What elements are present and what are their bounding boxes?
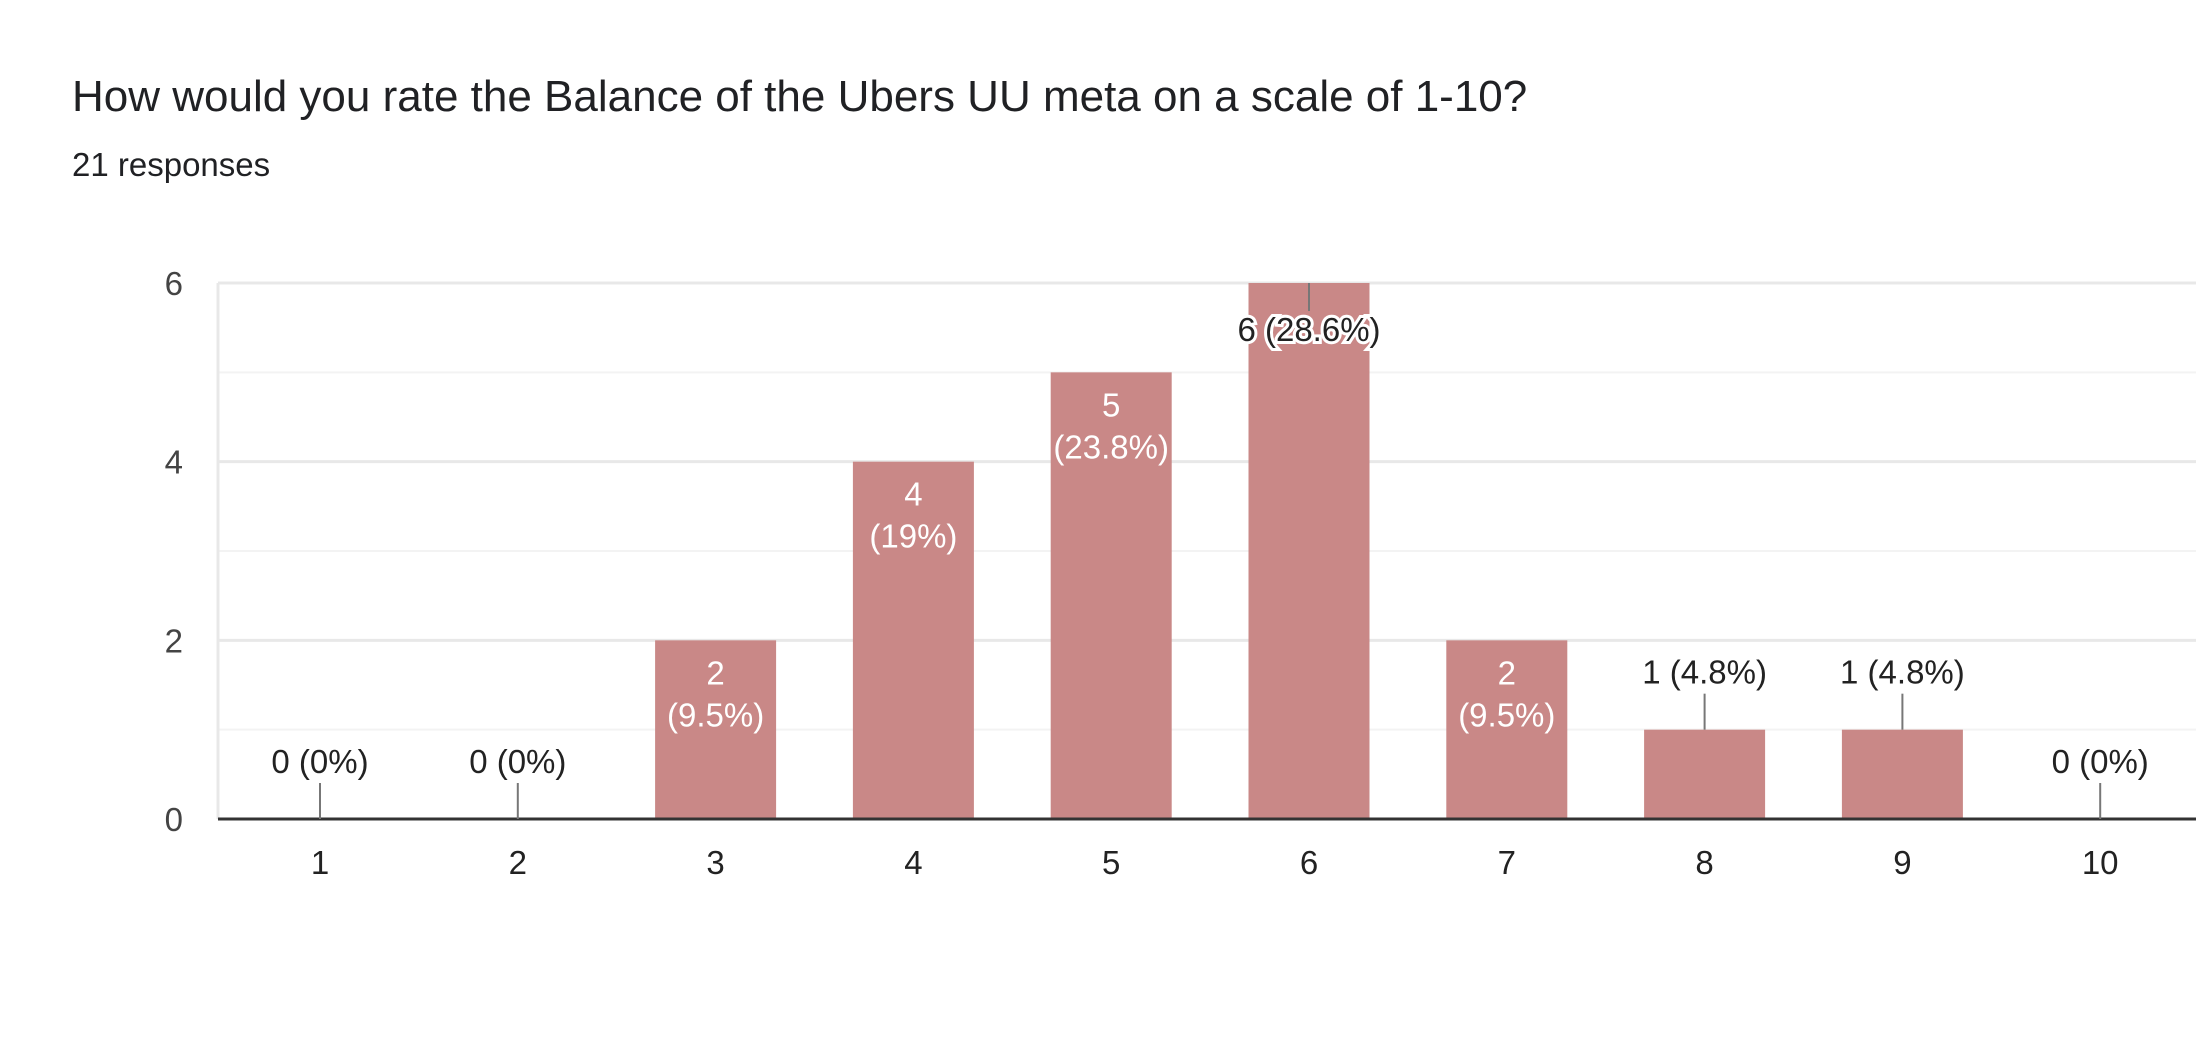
data-label: 1 (4.8%) (1642, 654, 1767, 691)
bar (655, 640, 777, 819)
data-label: 2 (9.5%) (1458, 654, 1555, 733)
bar (1841, 729, 1963, 819)
y-tick-label: 0 (165, 801, 183, 838)
data-label: 1 (4.8%) (1840, 654, 1965, 691)
x-tick-label: 10 (2082, 844, 2119, 881)
response-count: 21 responses (72, 146, 271, 183)
x-tick-label: 7 (1498, 844, 1516, 881)
bar (1248, 283, 1370, 819)
y-tick-label: 4 (165, 444, 183, 481)
x-tick-label: 1 (311, 844, 329, 881)
x-tick-label: 3 (706, 844, 724, 881)
x-tick-label: 6 (1300, 844, 1318, 881)
x-tick-label: 8 (1695, 844, 1713, 881)
bar (1446, 640, 1568, 819)
bars (655, 283, 1963, 819)
chart-title: How would you rate the Balance of the Ub… (72, 72, 1528, 121)
data-label: 2 (9.5%) (667, 654, 764, 733)
x-tick-label: 9 (1893, 844, 1911, 881)
data-label: 4 (19%) (869, 476, 957, 555)
x-tick-label: 2 (509, 844, 527, 881)
gridlines (216, 281, 2196, 819)
bar (1644, 729, 1766, 819)
bar (852, 461, 974, 819)
data-label: 6 (28.6%) (1237, 311, 1380, 348)
axes: 0 2 4 6 1 2 3 4 5 6 7 8 9 10 (165, 265, 2196, 881)
x-tick-label: 5 (1102, 844, 1120, 881)
data-label: 0 (0%) (469, 743, 566, 780)
y-tick-label: 6 (165, 265, 183, 302)
data-label: 0 (0%) (271, 743, 368, 780)
x-tick-label: 4 (904, 844, 922, 881)
data-label: 0 (0%) (2052, 743, 2149, 780)
bar (1050, 372, 1172, 819)
data-label: 5 (23.8%) (1053, 386, 1169, 465)
data-labels: 0 (0%) 0 (0%) 2 (9.5%) 4 (19%) 5 (23.8%) 6 (28.6… (271, 283, 2149, 819)
y-tick-label: 2 (165, 622, 183, 659)
